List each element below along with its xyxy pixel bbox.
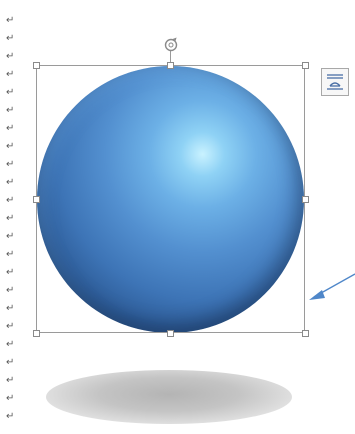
paragraph-mark: ↵ bbox=[6, 285, 15, 296]
paragraph-mark: ↵ bbox=[6, 303, 15, 314]
paragraph-mark: ↵ bbox=[6, 33, 15, 44]
layout-options-icon bbox=[327, 74, 343, 90]
paragraph-mark: ↵ bbox=[6, 249, 15, 260]
resize-handle-bottom-left[interactable] bbox=[33, 330, 40, 337]
resize-handle-top-right[interactable] bbox=[302, 62, 309, 69]
paragraph-mark: ↵ bbox=[6, 51, 15, 62]
paragraph-mark: ↵ bbox=[6, 357, 15, 368]
resize-handle-right[interactable] bbox=[302, 196, 309, 203]
resize-handle-top-left[interactable] bbox=[33, 62, 40, 69]
shape-selection-box[interactable] bbox=[36, 65, 305, 333]
paragraph-mark: ↵ bbox=[6, 231, 15, 242]
sphere-shadow[interactable] bbox=[46, 370, 292, 424]
annotation-arrow-icon bbox=[309, 273, 355, 300]
paragraph-mark: ↵ bbox=[6, 105, 15, 116]
paragraph-mark: ↵ bbox=[6, 321, 15, 332]
resize-handle-bottom-right[interactable] bbox=[302, 330, 309, 337]
paragraph-marks: ↵ ↵ ↵ ↵ ↵ ↵ ↵ ↵ ↵ ↵ ↵ ↵ ↵ ↵ ↵ ↵ ↵ ↵ ↵ ↵ … bbox=[6, 14, 22, 434]
layout-options-button[interactable] bbox=[321, 68, 349, 96]
paragraph-mark: ↵ bbox=[6, 213, 15, 224]
paragraph-mark: ↵ bbox=[6, 393, 15, 404]
sphere-shape[interactable] bbox=[37, 66, 304, 333]
paragraph-mark: ↵ bbox=[6, 339, 15, 350]
paragraph-mark: ↵ bbox=[6, 195, 15, 206]
rotate-handle-stem bbox=[170, 51, 171, 65]
paragraph-mark: ↵ bbox=[6, 141, 15, 152]
paragraph-mark: ↵ bbox=[6, 123, 15, 134]
resize-handle-bottom[interactable] bbox=[167, 330, 174, 337]
paragraph-mark: ↵ bbox=[6, 159, 15, 170]
rotate-handle-icon[interactable] bbox=[162, 36, 180, 54]
paragraph-mark: ↵ bbox=[6, 87, 15, 98]
paragraph-mark: ↵ bbox=[6, 375, 15, 386]
resize-handle-top[interactable] bbox=[167, 62, 174, 69]
paragraph-mark: ↵ bbox=[6, 69, 15, 80]
resize-handle-left[interactable] bbox=[33, 196, 40, 203]
paragraph-mark: ↵ bbox=[6, 267, 15, 278]
paragraph-mark: ↵ bbox=[6, 177, 15, 188]
paragraph-mark: ↵ bbox=[6, 411, 15, 422]
paragraph-mark: ↵ bbox=[6, 15, 15, 26]
